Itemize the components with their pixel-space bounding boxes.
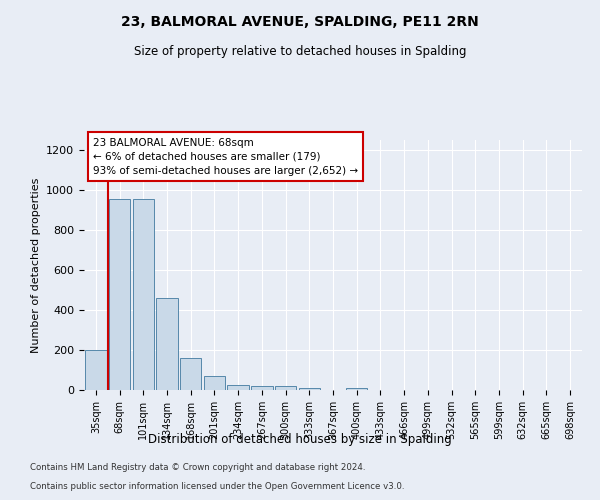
Bar <box>299 388 320 390</box>
Text: Size of property relative to detached houses in Spalding: Size of property relative to detached ho… <box>134 45 466 58</box>
Text: Contains HM Land Registry data © Crown copyright and database right 2024.: Contains HM Land Registry data © Crown c… <box>30 464 365 472</box>
Bar <box>227 385 249 390</box>
Bar <box>157 298 178 390</box>
Bar <box>251 386 272 390</box>
Bar <box>85 350 107 390</box>
Bar <box>346 388 367 390</box>
Bar <box>133 199 154 390</box>
Text: Distribution of detached houses by size in Spalding: Distribution of detached houses by size … <box>148 432 452 446</box>
Text: Contains public sector information licensed under the Open Government Licence v3: Contains public sector information licen… <box>30 482 404 491</box>
Bar <box>204 376 225 390</box>
Text: 23, BALMORAL AVENUE, SPALDING, PE11 2RN: 23, BALMORAL AVENUE, SPALDING, PE11 2RN <box>121 15 479 29</box>
Text: 23 BALMORAL AVENUE: 68sqm
← 6% of detached houses are smaller (179)
93% of semi-: 23 BALMORAL AVENUE: 68sqm ← 6% of detach… <box>93 138 358 175</box>
Y-axis label: Number of detached properties: Number of detached properties <box>31 178 41 352</box>
Bar <box>180 358 202 390</box>
Bar <box>109 199 130 390</box>
Bar <box>275 386 296 390</box>
